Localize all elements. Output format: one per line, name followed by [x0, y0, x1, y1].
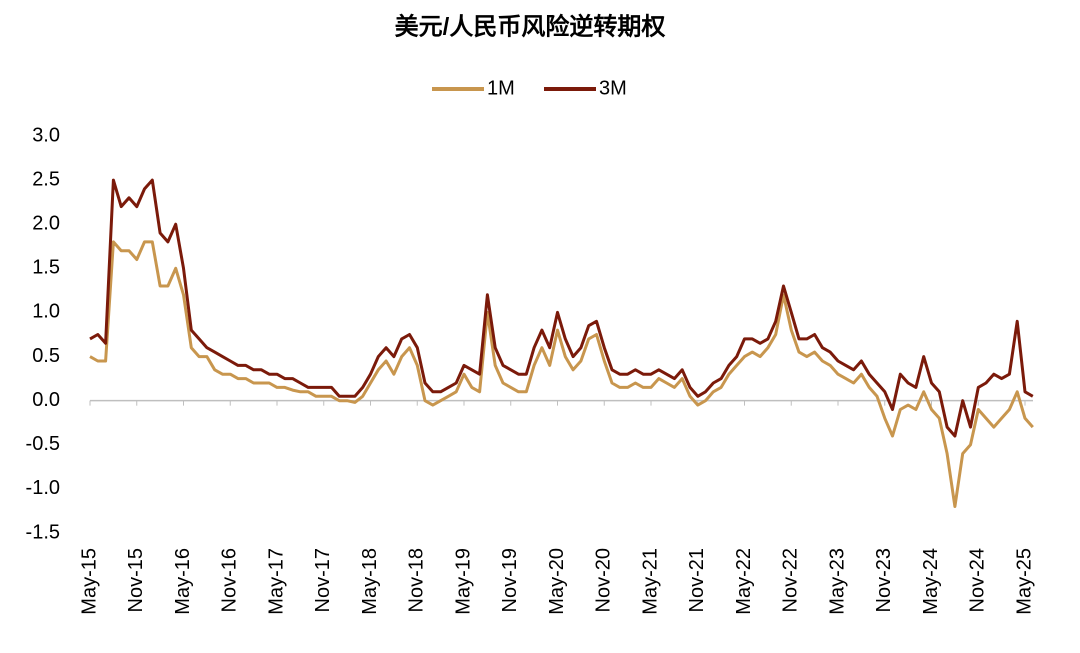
x-tick-label: Nov-15 — [125, 548, 147, 612]
x-tick-label: May-23 — [826, 548, 848, 615]
y-tick-label: -1.0 — [26, 477, 60, 499]
x-tick-label: May-20 — [546, 548, 568, 615]
x-tick-label: Nov-22 — [780, 548, 802, 612]
x-tick-label: May-24 — [920, 548, 942, 615]
x-tick-label: May-15 — [78, 548, 100, 615]
x-tick-label: Nov-18 — [406, 548, 428, 612]
x-tick-label: Nov-16 — [219, 548, 241, 612]
x-tick-label: Nov-21 — [686, 548, 708, 612]
y-tick-label: 1.0 — [32, 301, 60, 323]
legend-label: 3M — [599, 77, 627, 99]
y-tick-label: -0.5 — [26, 433, 60, 455]
x-tick-label: May-16 — [172, 548, 194, 615]
x-tick-label: Nov-24 — [967, 548, 989, 612]
y-tick-label: 0.0 — [32, 389, 60, 411]
x-tick-label: Nov-20 — [593, 548, 615, 612]
y-tick-label: 1.5 — [32, 257, 60, 279]
y-tick-label: 0.5 — [32, 345, 60, 367]
x-tick-label: May-22 — [733, 548, 755, 615]
x-tick-label: May-17 — [265, 548, 287, 615]
x-tick-label: Nov-23 — [873, 548, 895, 612]
y-tick-label: -1.5 — [26, 521, 60, 543]
y-tick-label: 2.0 — [32, 213, 60, 235]
chart-title: 美元/人民币风险逆转期权 — [395, 12, 666, 40]
x-tick-label: Nov-17 — [312, 548, 334, 612]
x-tick-label: May-19 — [452, 548, 474, 615]
series-line — [89, 240, 1034, 508]
y-tick-label: 3.0 — [32, 124, 60, 146]
x-tick-label: May-25 — [1013, 548, 1035, 615]
x-tick-label: Nov-19 — [499, 548, 521, 612]
x-tick-label: May-18 — [359, 548, 381, 615]
series-line — [89, 178, 1034, 438]
legend-label: 1M — [487, 77, 515, 99]
x-tick-label: May-21 — [639, 548, 661, 615]
y-tick-label: 2.5 — [32, 168, 60, 190]
